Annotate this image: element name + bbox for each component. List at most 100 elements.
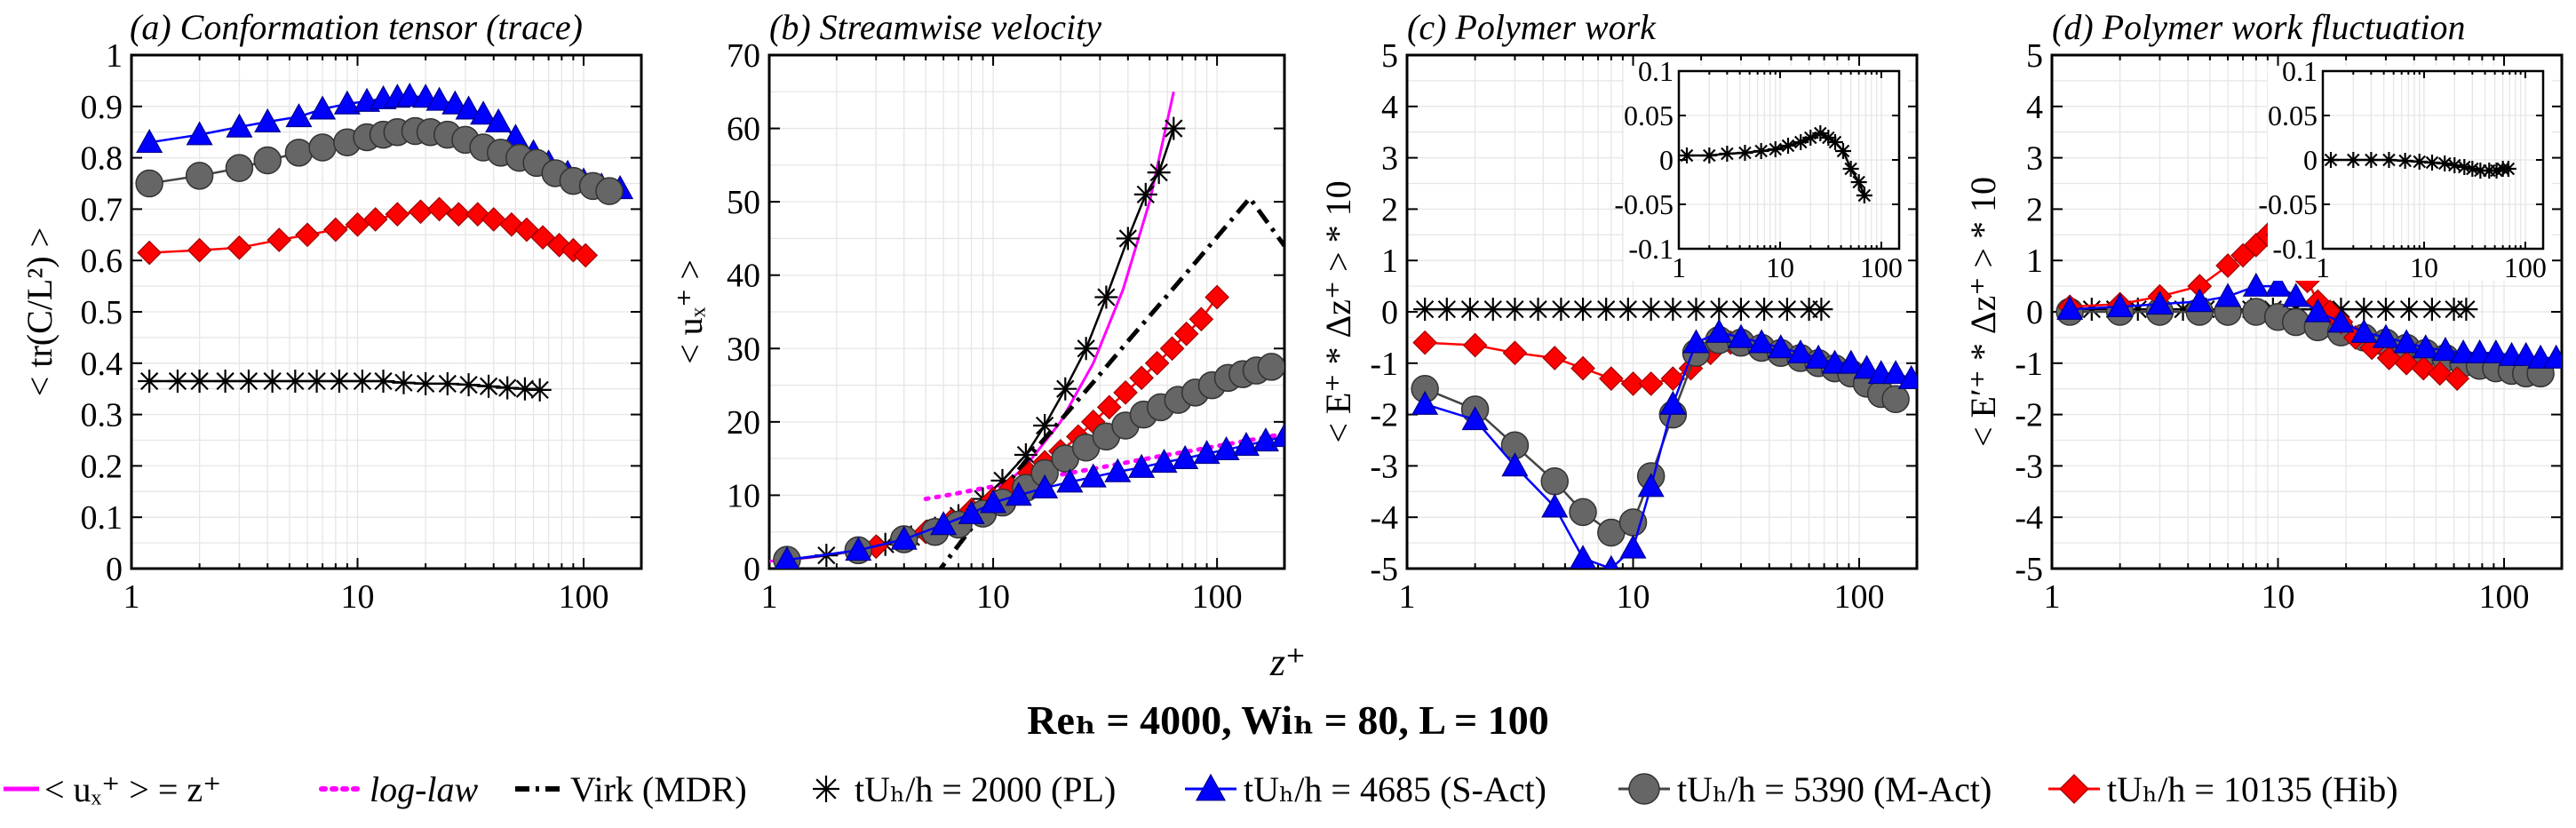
panel-3-series bbox=[2055, 222, 2562, 391]
legend-pl-label: tUₕ/h = 2000 (PL) bbox=[855, 769, 1116, 809]
panel-2-sact-point bbox=[1805, 344, 1833, 369]
panel-3-sact-point bbox=[2466, 339, 2493, 364]
panel-0-pl-point bbox=[528, 378, 552, 402]
panel-3-sact-point bbox=[2186, 288, 2214, 313]
panel-a-ylabel: < tr(C/L²) > bbox=[20, 227, 60, 396]
panel-0-pl-point bbox=[138, 370, 162, 394]
panel-2-sact-point bbox=[1786, 339, 1814, 364]
panel-2-ytick-label: 4 bbox=[1381, 89, 1398, 126]
panel-3-pl-point bbox=[2454, 298, 2478, 322]
panel-2-hib-point bbox=[1620, 371, 1646, 396]
panel-3-sact-point bbox=[2264, 272, 2292, 297]
panel-3-ytick-label: -4 bbox=[2015, 499, 2043, 537]
panel-1-ytick-label: 70 bbox=[727, 37, 760, 75]
panel-1-hib-point bbox=[1189, 307, 1214, 332]
panel-0-pl-point bbox=[350, 370, 374, 394]
panel-2-sact-point bbox=[1748, 329, 1776, 354]
panel-0-pl-point bbox=[392, 370, 416, 394]
panel-3-ytick-label: 3 bbox=[2026, 140, 2043, 178]
panel-2-ytick-label: -5 bbox=[1370, 551, 1398, 588]
panel-2-sact-point bbox=[1541, 493, 1569, 518]
legend-hib-symbol bbox=[2059, 774, 2089, 804]
legend-law-label: < uₓ⁺ > = z⁺ bbox=[44, 769, 221, 809]
panel-0-hib-point bbox=[446, 202, 472, 227]
panel-1-ytick-label: 0 bbox=[743, 551, 760, 588]
panel-3-sact-point bbox=[2327, 308, 2355, 333]
panel-3-inset: 1 10 100 -0.1 -0.05 0 0.05 0.1 bbox=[2258, 55, 2552, 283]
legend-hib-label: tUₕ/h = 10135 (Hib) bbox=[2107, 769, 2398, 809]
panel-1-xtick-label: 10 bbox=[976, 578, 1010, 616]
panel-2-pl-point bbox=[1435, 298, 1459, 322]
panel-2-pl-point bbox=[1526, 298, 1550, 322]
panel-0-hib-point bbox=[295, 222, 320, 248]
panel-2-inset-pl-point bbox=[1850, 174, 1867, 190]
panel-0-sact-point bbox=[396, 83, 424, 107]
panel-3-inset-ytick-label: -0.05 bbox=[2258, 188, 2318, 220]
panel-2-pl-point bbox=[1413, 298, 1437, 322]
panel-3-inset-pl-point bbox=[2446, 157, 2463, 173]
legend-sact-label: tUₕ/h = 4685 (S-Act) bbox=[1244, 769, 1546, 809]
panel-0-pl-point bbox=[165, 370, 189, 394]
panel-2-ytick-label: 1 bbox=[1381, 243, 1398, 280]
panel-2-sact-point bbox=[1767, 334, 1794, 359]
panel-2-ytick-label: -3 bbox=[1370, 448, 1398, 485]
panel-1-sact-point bbox=[1232, 432, 1260, 457]
panel-0-sact-point bbox=[186, 121, 213, 146]
panel-0-sact-point bbox=[254, 107, 282, 132]
panel-0-hib-point bbox=[137, 240, 163, 266]
panel-0-sact-point bbox=[333, 90, 361, 115]
panel-2-inset-series bbox=[1679, 125, 1872, 203]
panel-0-pl-point bbox=[213, 370, 237, 394]
panel-0-ytick-label: 0.3 bbox=[81, 397, 123, 434]
panel-1-ytick-label: 10 bbox=[727, 477, 760, 514]
panel-2-sact-point bbox=[1682, 329, 1710, 354]
panel-0-pl-point bbox=[305, 370, 329, 394]
legend-hib-marker bbox=[2048, 774, 2100, 804]
panel-2-pl-point bbox=[1684, 298, 1708, 322]
panel-0-pl-point bbox=[260, 370, 284, 394]
panel-3-sact-point bbox=[2450, 339, 2477, 364]
panel-2-hib-point bbox=[1599, 366, 1624, 391]
panel-1-sact-point bbox=[1172, 444, 1199, 469]
panel-3-ytick-label: 2 bbox=[2026, 191, 2043, 228]
panel-2-inset-pl-point bbox=[1779, 138, 1796, 154]
panel-3-xtick-label: 100 bbox=[2479, 578, 2530, 616]
panel-1-sact-point bbox=[1128, 453, 1156, 478]
panel-0-mact-point bbox=[595, 177, 624, 205]
panel-1-hib-point bbox=[1205, 284, 1229, 310]
panel-3-ytick-label: 1 bbox=[2026, 243, 2043, 280]
panel-3-pl-point bbox=[2352, 298, 2376, 322]
panel-2-hib-point bbox=[1638, 371, 1664, 396]
panel-2-sact-point bbox=[1821, 349, 1849, 374]
panel-2-inset-ytick-label: 0 bbox=[1659, 144, 1674, 176]
panel-2-pl-point bbox=[1809, 298, 1833, 322]
panel-2-series bbox=[1411, 298, 1917, 569]
panel-2-sact-point bbox=[1897, 364, 1917, 389]
panel-2-pl-point bbox=[1753, 298, 1777, 322]
panel-2-pl-point bbox=[1594, 298, 1618, 322]
panel-2-mact-point bbox=[1881, 385, 1910, 414]
panel-0-ytick-label: 0.8 bbox=[81, 140, 123, 178]
panel-2-hib-point bbox=[1660, 366, 1686, 391]
panel-2-pl-point bbox=[1639, 298, 1663, 322]
panel-3-hib-point bbox=[2445, 366, 2470, 391]
panel-1-xtick-label: 100 bbox=[1192, 578, 1243, 616]
panel-0-hib-point bbox=[408, 199, 433, 225]
panel-1-sact-point bbox=[1079, 463, 1107, 488]
panel-1-hib-point bbox=[1159, 336, 1185, 362]
panel-3-pl-point bbox=[2373, 298, 2397, 322]
panel-1-hib-point bbox=[1129, 365, 1154, 391]
panel-0-hib-point bbox=[385, 202, 410, 227]
panel-0-hib-point bbox=[323, 217, 348, 243]
panel-0-hib-point bbox=[481, 207, 506, 232]
panel-1-sact-point bbox=[1056, 468, 1084, 493]
panel-1-pl-point bbox=[1074, 337, 1098, 361]
panel-1-sact-point bbox=[890, 525, 918, 550]
panel-0-mact-point bbox=[253, 146, 282, 175]
panel-1-sact-point bbox=[1270, 423, 1284, 448]
panel-2-sact-point bbox=[1603, 554, 1619, 569]
panel-0-hib-point bbox=[187, 237, 212, 263]
panel-1-mact-point bbox=[1257, 353, 1284, 381]
panel-2-sact-point bbox=[1501, 452, 1529, 477]
